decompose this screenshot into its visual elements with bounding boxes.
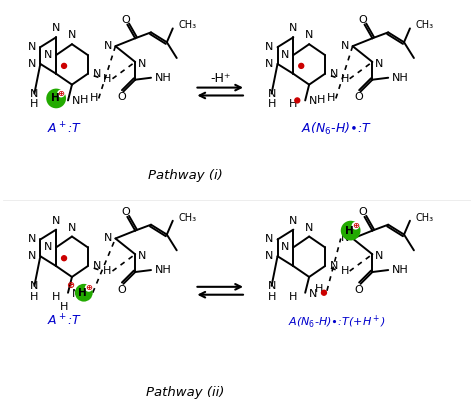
Text: N: N [72, 289, 80, 299]
Text: N: N [281, 242, 290, 252]
Text: N: N [305, 223, 313, 233]
Text: N: N [265, 42, 273, 52]
Text: H: H [289, 99, 298, 109]
Text: N: N [72, 97, 80, 106]
Text: H: H [52, 99, 60, 109]
Text: N: N [28, 251, 36, 261]
Text: N: N [265, 251, 273, 261]
Text: N: N [341, 234, 350, 244]
Text: N: N [341, 41, 350, 51]
Text: O: O [358, 15, 367, 25]
Text: N: N [309, 289, 318, 299]
Text: H: H [340, 74, 349, 84]
Text: NH: NH [392, 265, 409, 275]
Circle shape [341, 221, 361, 240]
Text: N: N [138, 251, 146, 261]
Text: ⊕: ⊕ [85, 283, 92, 292]
Text: N: N [289, 23, 298, 34]
Text: H: H [345, 225, 354, 236]
Text: N: N [52, 216, 60, 226]
Text: N: N [265, 234, 273, 244]
Text: ⊕: ⊕ [66, 280, 74, 290]
Text: N: N [265, 59, 273, 69]
Circle shape [85, 284, 93, 292]
Circle shape [352, 222, 360, 229]
Text: H: H [52, 292, 60, 302]
Text: O: O [121, 207, 130, 217]
Text: N: N [330, 69, 338, 79]
Text: H: H [267, 292, 276, 302]
Text: CH₃: CH₃ [416, 213, 434, 223]
Text: H: H [289, 292, 298, 302]
Text: N: N [68, 223, 76, 233]
Text: O: O [354, 93, 363, 103]
Text: -H⁺: -H⁺ [210, 72, 230, 85]
Text: A(N$_6$-H)$\bullet$:T: A(N$_6$-H)$\bullet$:T [301, 121, 372, 137]
Text: N: N [267, 88, 276, 99]
Text: H: H [51, 93, 60, 103]
Text: N: N [330, 261, 338, 271]
Circle shape [75, 284, 93, 302]
Text: N: N [281, 50, 290, 60]
Text: H: H [60, 301, 68, 311]
Text: N: N [30, 281, 38, 291]
Text: O: O [121, 15, 130, 25]
Text: N: N [375, 251, 384, 261]
Text: NH: NH [392, 73, 409, 83]
Text: ⊕: ⊕ [352, 221, 359, 230]
Text: NH: NH [155, 73, 172, 83]
Text: A$^+$:T: A$^+$:T [46, 314, 82, 329]
Text: N: N [309, 97, 318, 106]
Circle shape [62, 256, 66, 261]
Circle shape [62, 63, 66, 68]
Text: H: H [340, 266, 349, 276]
Text: NH: NH [155, 265, 172, 275]
Text: H: H [80, 95, 88, 105]
Text: H: H [30, 99, 38, 109]
Text: H: H [267, 99, 276, 109]
Text: H: H [103, 74, 112, 84]
Text: N: N [93, 69, 101, 79]
Text: Pathway (i): Pathway (i) [148, 169, 223, 182]
Text: O: O [117, 93, 126, 103]
Text: N: N [30, 88, 38, 99]
Text: A$^+$:T: A$^+$:T [46, 121, 82, 137]
Text: N: N [68, 30, 76, 40]
Text: H: H [90, 93, 98, 103]
Circle shape [321, 290, 327, 295]
Text: H: H [315, 284, 323, 294]
Circle shape [299, 63, 304, 68]
Text: A(N$_6$-H)$\bullet$:T(+H$^+$): A(N$_6$-H)$\bullet$:T(+H$^+$) [288, 313, 386, 330]
Text: N: N [44, 242, 52, 252]
Text: N: N [305, 30, 313, 40]
Text: CH₃: CH₃ [179, 213, 197, 223]
Text: N: N [138, 59, 146, 69]
Text: H: H [317, 95, 325, 105]
Text: O: O [117, 285, 126, 295]
Text: N: N [93, 261, 101, 271]
Text: H: H [103, 266, 112, 276]
Text: H: H [30, 292, 38, 302]
Text: CH₃: CH₃ [416, 21, 434, 30]
Circle shape [46, 88, 66, 108]
Circle shape [57, 90, 65, 97]
Text: Pathway (ii): Pathway (ii) [146, 386, 225, 399]
Text: N: N [28, 59, 36, 69]
Text: N: N [44, 50, 52, 60]
Text: N: N [104, 41, 112, 51]
Text: N: N [267, 281, 276, 291]
Text: N: N [375, 59, 384, 69]
Text: H: H [79, 288, 87, 298]
Circle shape [295, 98, 300, 103]
Text: N: N [28, 234, 36, 244]
Text: N: N [52, 23, 60, 34]
Text: O: O [358, 207, 367, 217]
Text: N: N [28, 42, 36, 52]
Text: H: H [327, 93, 335, 103]
Text: ⊕: ⊕ [57, 89, 64, 98]
Text: CH₃: CH₃ [179, 21, 197, 30]
Text: N: N [104, 234, 112, 244]
Text: O: O [354, 285, 363, 295]
Text: N: N [289, 216, 298, 226]
